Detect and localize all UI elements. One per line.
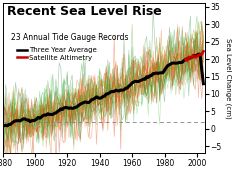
Text: Recent Sea Level Rise: Recent Sea Level Rise bbox=[6, 5, 161, 18]
Text: 23 Annual Tide Gauge Records: 23 Annual Tide Gauge Records bbox=[10, 33, 128, 42]
Y-axis label: Sea Level Change (cm): Sea Level Change (cm) bbox=[224, 38, 231, 119]
Legend: Three Year Average, Satellite Altimetry: Three Year Average, Satellite Altimetry bbox=[14, 44, 100, 64]
